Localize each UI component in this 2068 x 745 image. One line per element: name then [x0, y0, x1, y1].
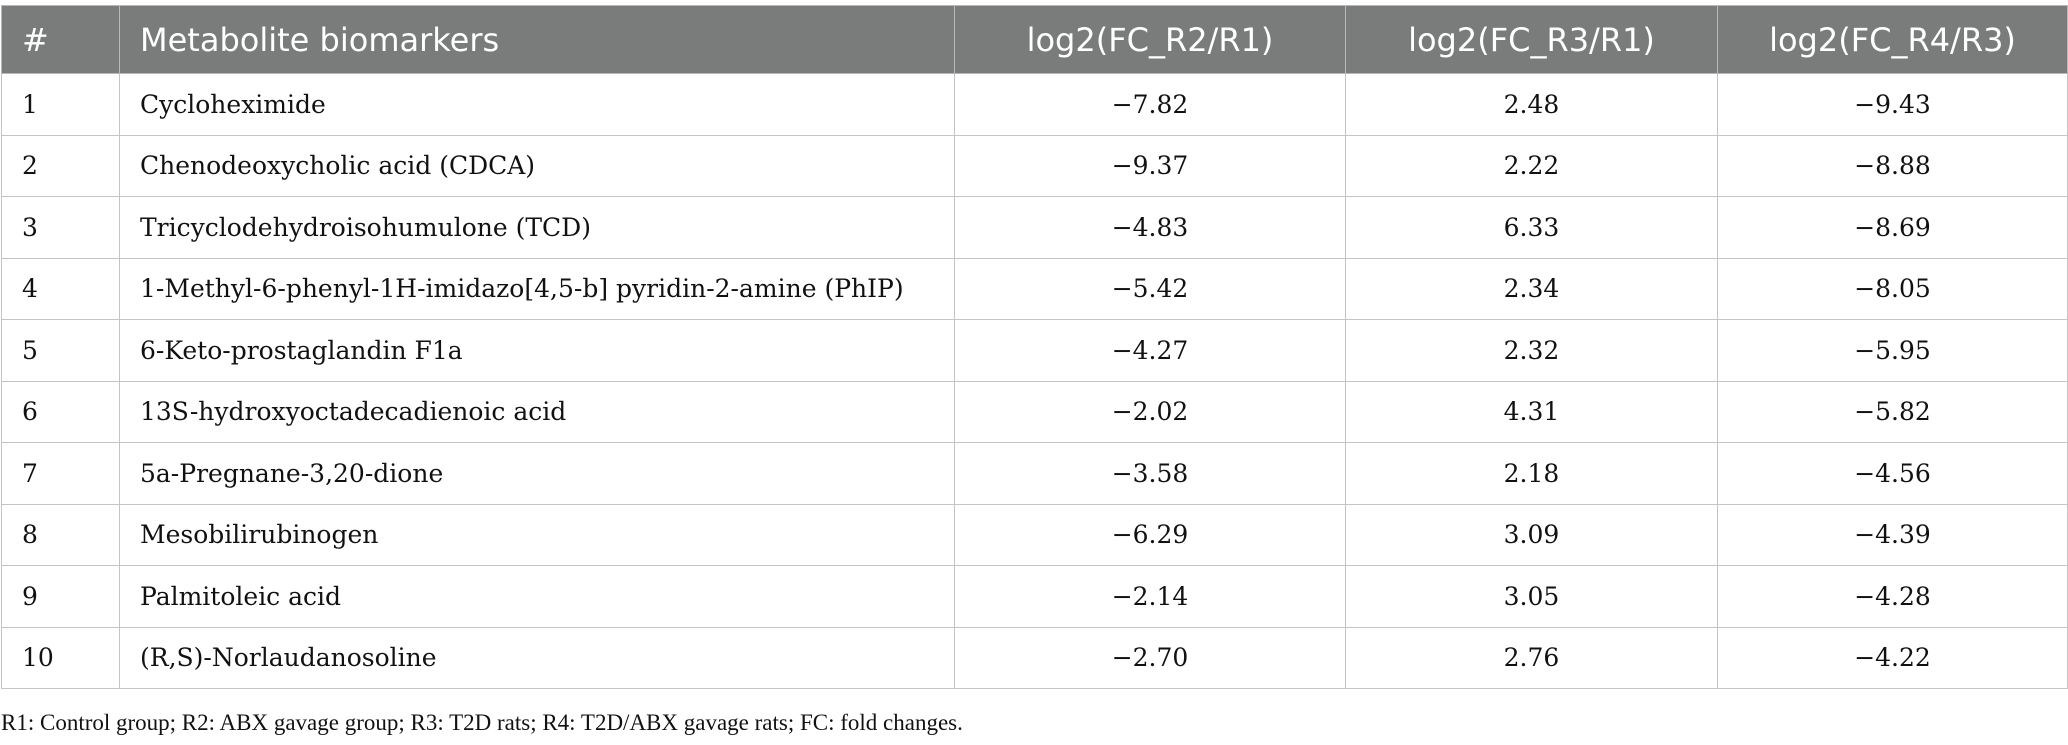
fc-r4-r3-value: −8.69: [1717, 196, 2068, 259]
fc-r4-r3-value: −4.22: [1717, 626, 2068, 689]
metabolite-name: 6-Keto-prostaglandin F1a: [119, 319, 955, 382]
row-index: 9: [1, 565, 120, 628]
fc-r2-r1-value: −4.83: [954, 196, 1346, 259]
row-index: 4: [1, 257, 120, 320]
fc-r2-r1-value: −2.14: [954, 565, 1346, 628]
fc-r2-r1-value: −2.70: [954, 626, 1346, 689]
fc-r4-r3-value: −5.82: [1717, 380, 2068, 443]
fc-r3-r1-value: 2.22: [1345, 134, 1718, 197]
fc-r3-r1-value: 2.32: [1345, 319, 1718, 382]
metabolite-name: Mesobilirubinogen: [119, 503, 955, 566]
fc-r4-r3-value: −4.28: [1717, 565, 2068, 628]
row-index: 10: [1, 626, 120, 689]
table-row: 10 (R,S)-Norlaudanosoline −2.70 2.76 −4.…: [1, 626, 2068, 689]
fc-r3-r1-value: 3.09: [1345, 503, 1718, 566]
fc-r3-r1-value: 2.18: [1345, 442, 1718, 505]
biomarker-table: # Metabolite biomarkers log2(FC_R2/R1) l…: [1, 5, 2068, 689]
fc-r3-r1-value: 4.31: [1345, 380, 1718, 443]
row-index: 7: [1, 442, 120, 505]
fc-r4-r3-value: −5.95: [1717, 319, 2068, 382]
row-index: 3: [1, 196, 120, 259]
table-row: 5 6-Keto-prostaglandin F1a −4.27 2.32 −5…: [1, 319, 2068, 382]
fc-r2-r1-value: −2.02: [954, 380, 1346, 443]
fc-r2-r1-value: −7.82: [954, 73, 1346, 136]
fc-r4-r3-value: −8.88: [1717, 134, 2068, 197]
metabolite-name: Chenodeoxycholic acid (CDCA): [119, 134, 955, 197]
table-row: 9 Palmitoleic acid −2.14 3.05 −4.28: [1, 565, 2068, 628]
metabolite-name: Tricyclodehydroisohumulone (TCD): [119, 196, 955, 259]
fc-r3-r1-value: 2.76: [1345, 626, 1718, 689]
fc-r2-r1-value: −9.37: [954, 134, 1346, 197]
fc-r2-r1-value: −4.27: [954, 319, 1346, 382]
fc-r3-r1-value: 2.48: [1345, 73, 1718, 136]
header-fc-r4-r3: log2(FC_R4/R3): [1717, 5, 2068, 74]
fc-r4-r3-value: −9.43: [1717, 73, 2068, 136]
header-fc-r3-r1: log2(FC_R3/R1): [1345, 5, 1718, 74]
table-row: 7 5a-Pregnane-3,20-dione −3.58 2.18 −4.5…: [1, 442, 2068, 505]
table-row: 4 1-Methyl-6-phenyl-1H-imidazo[4,5-b] py…: [1, 257, 2068, 320]
fc-r2-r1-value: −5.42: [954, 257, 1346, 320]
metabolite-name: 1-Methyl-6-phenyl-1H-imidazo[4,5-b] pyri…: [119, 257, 955, 320]
fc-r3-r1-value: 2.34: [1345, 257, 1718, 320]
fc-r3-r1-value: 3.05: [1345, 565, 1718, 628]
biomarker-table-container: # Metabolite biomarkers log2(FC_R2/R1) l…: [1, 5, 2068, 689]
table-header-row: # Metabolite biomarkers log2(FC_R2/R1) l…: [1, 5, 2068, 74]
fc-r4-r3-value: −4.39: [1717, 503, 2068, 566]
header-index: #: [1, 5, 120, 74]
fc-r2-r1-value: −3.58: [954, 442, 1346, 505]
metabolite-name: 5a-Pregnane-3,20-dione: [119, 442, 955, 505]
row-index: 5: [1, 319, 120, 382]
table-row: 1 Cycloheximide −7.82 2.48 −9.43: [1, 73, 2068, 136]
fc-r4-r3-value: −4.56: [1717, 442, 2068, 505]
row-index: 1: [1, 73, 120, 136]
header-metabolite: Metabolite biomarkers: [119, 5, 955, 74]
metabolite-name: Palmitoleic acid: [119, 565, 955, 628]
row-index: 6: [1, 380, 120, 443]
table-row: 3 Tricyclodehydroisohumulone (TCD) −4.83…: [1, 196, 2068, 259]
header-fc-r2-r1: log2(FC_R2/R1): [954, 5, 1346, 74]
table-row: 8 Mesobilirubinogen −6.29 3.09 −4.39: [1, 503, 2068, 566]
metabolite-name: 13S-hydroxyoctadecadienoic acid: [119, 380, 955, 443]
table-footnote: R1: Control group; R2: ABX gavage group;…: [1, 710, 963, 735]
metabolite-name: Cycloheximide: [119, 73, 955, 136]
row-index: 8: [1, 503, 120, 566]
fc-r3-r1-value: 6.33: [1345, 196, 1718, 259]
row-index: 2: [1, 134, 120, 197]
fc-r4-r3-value: −8.05: [1717, 257, 2068, 320]
table-row: 6 13S-hydroxyoctadecadienoic acid −2.02 …: [1, 380, 2068, 443]
metabolite-name: (R,S)-Norlaudanosoline: [119, 626, 955, 689]
fc-r2-r1-value: −6.29: [954, 503, 1346, 566]
table-row: 2 Chenodeoxycholic acid (CDCA) −9.37 2.2…: [1, 134, 2068, 197]
